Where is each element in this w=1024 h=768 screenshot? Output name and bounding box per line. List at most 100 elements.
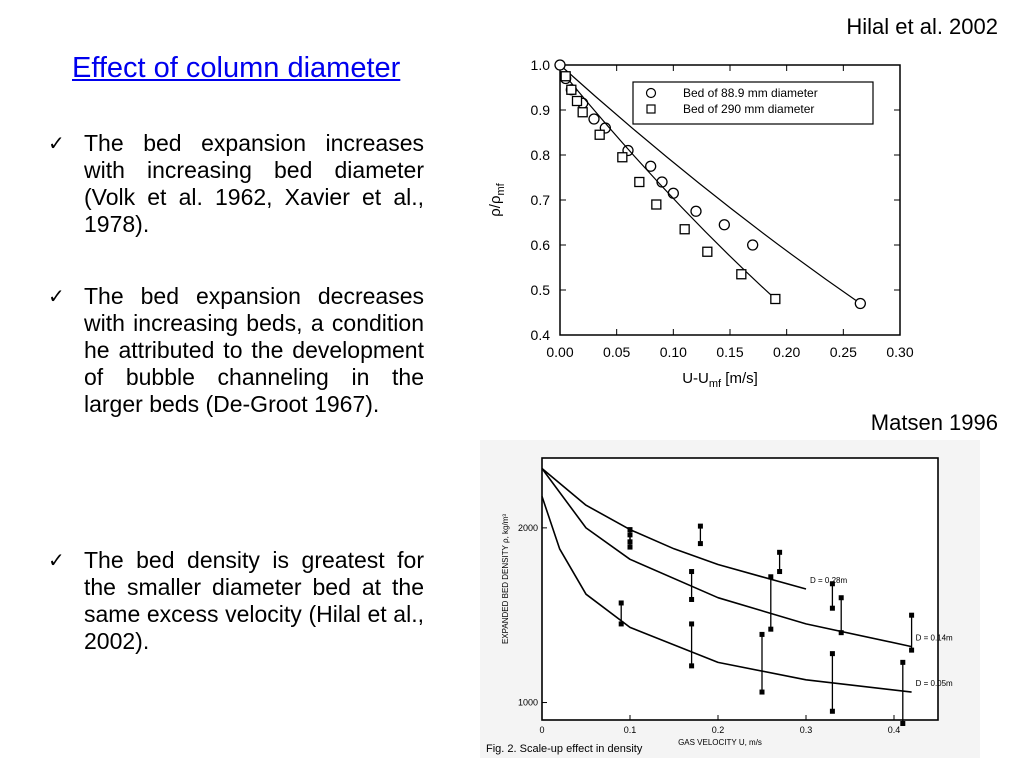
y-tick-label: 1000 bbox=[518, 698, 538, 708]
x-tick-label: 0.4 bbox=[888, 725, 901, 735]
legend-marker-square bbox=[646, 104, 656, 114]
citation-hilal: Hilal et al. 2002 bbox=[846, 14, 998, 39]
x-tick-label: 0 bbox=[539, 725, 544, 735]
error-bar-end bbox=[697, 523, 703, 529]
error-bar-end bbox=[618, 621, 624, 627]
error-bar-end bbox=[689, 596, 695, 602]
checkmark-icon: ✓ bbox=[48, 548, 65, 572]
bullet-item: ✓ The bed expansion decreases with incre… bbox=[48, 283, 424, 418]
plot-frame bbox=[541, 457, 939, 721]
error-bar-end bbox=[689, 569, 695, 575]
density-curve bbox=[541, 467, 807, 590]
bed-density-chart: 0 0.1 0.2 0.3 0.4 1000 2000 GAS VELOCITY U, m/s… bbox=[480, 440, 980, 758]
error-bar-end bbox=[627, 532, 633, 538]
error-bar-end bbox=[759, 689, 765, 695]
slide-title[interactable]: Effect of column diameter bbox=[72, 52, 401, 84]
fit-curve bbox=[559, 64, 861, 304]
x-axis-label: GAS VELOCITY U, m/s bbox=[678, 738, 762, 747]
data-point-circle bbox=[588, 113, 600, 125]
error-bar-end bbox=[900, 659, 906, 665]
error-bar-end bbox=[829, 605, 835, 611]
data-point-circle bbox=[645, 160, 657, 172]
error-bar-end bbox=[777, 569, 783, 575]
error-bar-end bbox=[689, 663, 695, 669]
legend-label: Bed of 88.9 mm diameter bbox=[683, 86, 818, 100]
data-point-square bbox=[679, 224, 690, 235]
data-point-square bbox=[571, 95, 583, 107]
series-label: D = 0.05m bbox=[916, 679, 953, 688]
data-point-square bbox=[702, 246, 713, 257]
fit-curve bbox=[565, 75, 776, 300]
bullet-text: The bed expansion decreases with increas… bbox=[84, 283, 424, 417]
data-point-circle bbox=[554, 59, 566, 71]
checkmark-icon: ✓ bbox=[48, 284, 65, 308]
x-tick-label: 0.3 bbox=[800, 725, 813, 735]
error-bar-end bbox=[909, 612, 915, 618]
x-tick-label: 0.25 bbox=[830, 344, 857, 360]
error-bar-end bbox=[829, 581, 835, 587]
bullet-text: The bed density is greatest for the smal… bbox=[84, 547, 424, 654]
citation-matsen: Matsen 1996 bbox=[870, 410, 998, 435]
x-tick-label: 0.00 bbox=[546, 344, 573, 360]
y-tick-label: 0.8 bbox=[531, 147, 551, 163]
error-bar-end bbox=[759, 631, 765, 637]
error-bar-end bbox=[909, 647, 915, 653]
legend-marker-circle bbox=[645, 87, 657, 99]
bullet-item: ✓ The bed expansion increases with incre… bbox=[48, 130, 424, 238]
x-tick-label: 0.1 bbox=[624, 725, 637, 735]
y-tick-label: 2000 bbox=[518, 523, 538, 533]
y-axis-label: EXPANDED BED DENSITY ρ, kg/m³ bbox=[501, 514, 510, 644]
density-curve bbox=[541, 468, 912, 648]
y-axis-label: ρ/ρmf bbox=[487, 182, 507, 216]
error-bar-end bbox=[618, 600, 624, 606]
x-axis-label: U-Umf [m/s] bbox=[682, 370, 758, 390]
x-tick-label: 0.15 bbox=[716, 344, 743, 360]
data-point-circle bbox=[854, 297, 866, 310]
data-point-square bbox=[634, 176, 645, 188]
bullet-text: The bed expansion increases with increas… bbox=[84, 130, 424, 237]
data-point-circle bbox=[718, 219, 730, 231]
y-tick-label: 0.9 bbox=[531, 102, 551, 118]
checkmark-icon: ✓ bbox=[48, 131, 65, 155]
x-tick-label: 0.2 bbox=[712, 725, 725, 735]
y-tick-label: 0.4 bbox=[531, 327, 551, 343]
x-tick-label: 0.20 bbox=[773, 344, 800, 360]
error-bar-end bbox=[689, 621, 695, 627]
error-bar-end bbox=[768, 574, 774, 580]
data-point-square bbox=[594, 129, 605, 140]
error-bar-end bbox=[900, 720, 906, 726]
data-point-circle bbox=[667, 187, 679, 199]
error-bar-end bbox=[838, 595, 844, 601]
density-curve bbox=[541, 496, 912, 693]
error-bar-end bbox=[829, 651, 835, 657]
error-bar-end bbox=[838, 630, 844, 636]
data-point-square bbox=[577, 107, 588, 118]
data-point-square bbox=[617, 152, 628, 163]
data-point-square bbox=[560, 71, 571, 82]
x-tick-label: 0.10 bbox=[660, 344, 687, 360]
error-bar-end bbox=[777, 549, 783, 555]
y-tick-label: 1.0 bbox=[531, 57, 551, 73]
error-bar-end bbox=[697, 541, 703, 547]
legend-box bbox=[632, 81, 874, 125]
y-tick-label: 0.6 bbox=[531, 237, 551, 253]
x-tick-label: 0.05 bbox=[603, 344, 630, 360]
data-point-square bbox=[736, 269, 747, 280]
data-point-circle bbox=[747, 239, 759, 251]
error-bar-end bbox=[627, 527, 633, 533]
data-point-square bbox=[651, 199, 662, 210]
figure-caption: Fig. 2. Scale-up effect in density bbox=[486, 743, 643, 755]
y-tick-label: 0.7 bbox=[531, 192, 551, 208]
series-label: D = 0.28m bbox=[810, 576, 847, 585]
bullet-item: ✓ The bed density is greatest for the sm… bbox=[48, 547, 424, 655]
error-bar-end bbox=[627, 544, 633, 550]
y-tick-label: 0.5 bbox=[531, 282, 551, 298]
legend-label: Bed of 290 mm diameter bbox=[683, 102, 814, 116]
series-label: D = 0.14m bbox=[916, 634, 953, 643]
data-point-square bbox=[566, 84, 577, 95]
x-tick-label: 0.30 bbox=[886, 344, 913, 360]
data-point-square bbox=[770, 293, 781, 305]
error-bar-end bbox=[768, 626, 774, 632]
data-point-circle bbox=[690, 205, 702, 217]
error-bar-end bbox=[829, 708, 835, 714]
